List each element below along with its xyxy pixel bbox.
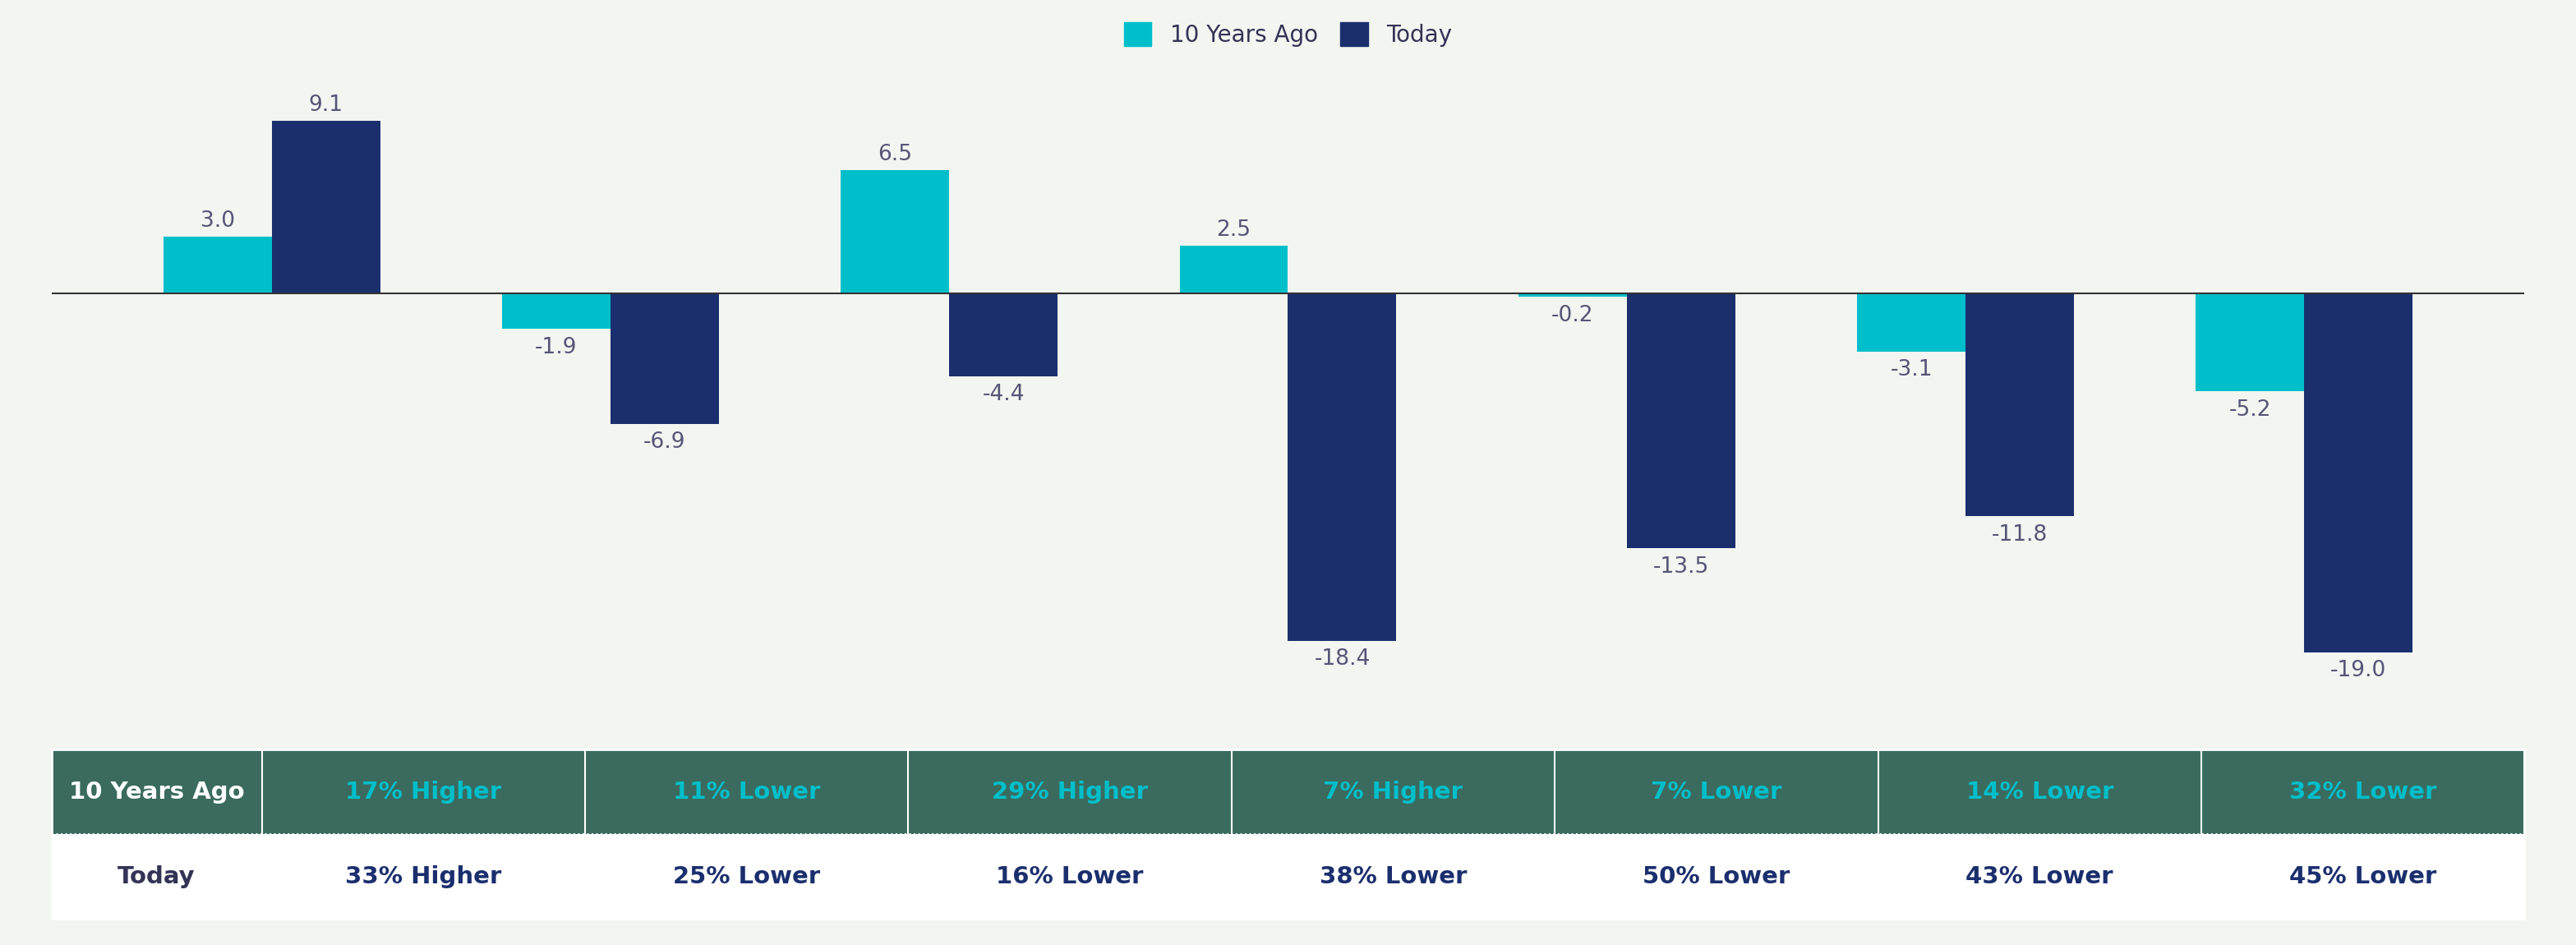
Text: 29% Higher: 29% Higher (992, 781, 1149, 803)
Text: -1.9: -1.9 (536, 336, 577, 358)
Text: 14% Lower: 14% Lower (1965, 781, 2112, 803)
Bar (585, 749, 909, 834)
Bar (270, 121, 381, 293)
Bar (2202, 834, 2524, 919)
Text: 25% Lower: 25% Lower (672, 865, 819, 888)
Text: -0.2: -0.2 (1551, 304, 1595, 326)
Bar (1556, 834, 1878, 919)
Bar (1517, 293, 1628, 297)
Bar (1878, 834, 2202, 919)
Bar (1231, 749, 1556, 834)
Bar (2195, 293, 2306, 391)
Text: -13.5: -13.5 (1654, 556, 1708, 577)
Bar (909, 834, 1231, 919)
Bar (1288, 293, 1396, 641)
Text: -11.8: -11.8 (1991, 524, 2048, 545)
Bar (162, 236, 270, 293)
Text: -3.1: -3.1 (1891, 359, 1932, 381)
Text: 7% Higher: 7% Higher (1324, 781, 1463, 803)
Text: 16% Lower: 16% Lower (997, 865, 1144, 888)
Bar (840, 170, 948, 293)
Bar (909, 749, 1231, 834)
Bar (611, 293, 719, 423)
Text: 10 Years Ago: 10 Years Ago (70, 781, 245, 803)
Bar (1857, 293, 1965, 352)
Text: 33% Higher: 33% Higher (345, 865, 502, 888)
Text: -4.4: -4.4 (981, 384, 1025, 405)
Text: -18.4: -18.4 (1314, 649, 1370, 670)
Bar (2202, 749, 2524, 834)
Bar (1628, 293, 1736, 548)
Text: 38% Lower: 38% Lower (1319, 865, 1466, 888)
Text: Today: Today (118, 865, 196, 888)
Bar (585, 834, 909, 919)
Text: 17% Higher: 17% Higher (345, 781, 502, 803)
Text: 32% Lower: 32% Lower (2290, 781, 2437, 803)
Text: -5.2: -5.2 (2228, 399, 2272, 421)
Bar (263, 834, 585, 919)
Text: -19.0: -19.0 (2331, 661, 2385, 681)
Text: 3.0: 3.0 (201, 211, 234, 232)
Bar (502, 293, 611, 329)
Bar (2306, 293, 2414, 653)
Bar (948, 293, 1059, 376)
Bar (1180, 246, 1288, 293)
Bar (1878, 749, 2202, 834)
Bar (263, 749, 585, 834)
Text: 43% Lower: 43% Lower (1965, 865, 2112, 888)
Text: 45% Lower: 45% Lower (2290, 865, 2437, 888)
Bar (52, 749, 263, 834)
Bar (1231, 834, 1556, 919)
Text: 11% Lower: 11% Lower (672, 781, 819, 803)
Bar (1965, 293, 2074, 516)
Text: 6.5: 6.5 (878, 144, 912, 165)
Text: -6.9: -6.9 (644, 431, 685, 453)
Text: 7% Lower: 7% Lower (1651, 781, 1783, 803)
Text: 9.1: 9.1 (309, 94, 343, 116)
Bar (1556, 749, 1878, 834)
Text: 50% Lower: 50% Lower (1643, 865, 1790, 888)
Text: 2.5: 2.5 (1216, 220, 1252, 241)
Bar (52, 834, 263, 919)
Legend: 10 Years Ago, Today: 10 Years Ago, Today (1115, 13, 1461, 56)
